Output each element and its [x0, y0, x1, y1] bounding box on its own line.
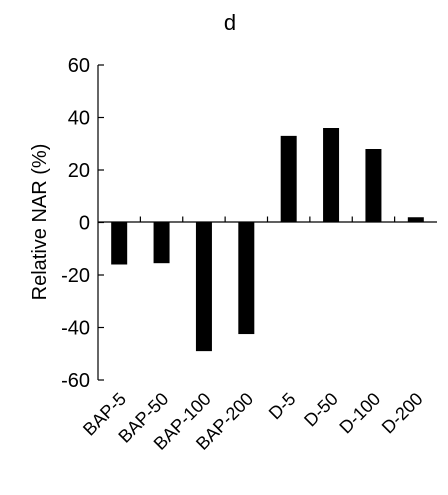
x-tick-label: D-100	[335, 389, 384, 438]
chart-title: d	[224, 10, 236, 35]
y-tick-label: -20	[61, 265, 90, 287]
y-tick-label: 0	[79, 213, 90, 235]
bar-d-50	[323, 128, 340, 223]
bar-d-100	[365, 149, 382, 223]
bar-bap-5	[111, 222, 128, 265]
x-ticks	[139, 216, 396, 223]
x-tick-label: D-5	[265, 389, 300, 424]
bar-bap-50	[153, 222, 170, 264]
bar-d-200	[407, 217, 424, 223]
y-axis-label: Relative NAR (%)	[29, 144, 51, 301]
bar-bap-100	[195, 222, 212, 352]
y-tick-label: 40	[68, 108, 90, 130]
y-ticks: -60 -40 -20 0 20 40 60	[61, 55, 104, 392]
y-tick-label: -60	[61, 370, 90, 392]
y-tick-label: 60	[68, 55, 90, 77]
y-tick-label: 20	[68, 160, 90, 182]
bar-d-5	[280, 135, 297, 223]
x-tick-label: D-200	[378, 389, 427, 438]
bar-bap-200	[238, 222, 255, 335]
y-tick-label: -40	[61, 318, 90, 340]
bars	[111, 128, 424, 352]
